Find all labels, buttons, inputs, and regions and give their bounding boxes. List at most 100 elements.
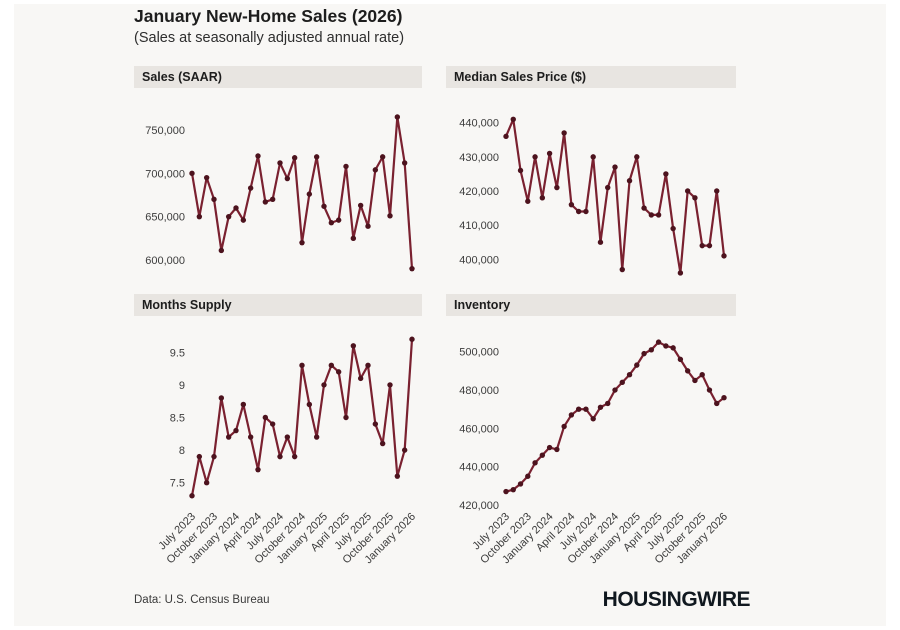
data-point (597, 239, 604, 245)
y-tick-label: 600,000 (145, 255, 185, 267)
data-point (189, 170, 195, 177)
data-point (706, 387, 713, 393)
data-point (233, 427, 239, 434)
data-point (554, 446, 560, 453)
data-point (503, 488, 509, 495)
data-point (233, 205, 239, 211)
data-point (670, 345, 676, 351)
data-point (692, 195, 698, 201)
data-line (504, 118, 726, 275)
data-point (532, 460, 538, 466)
data-point (401, 447, 408, 453)
data-point (225, 213, 232, 220)
y-tick-label: 410,000 (459, 220, 499, 232)
panel-header-inventory: Inventory (446, 294, 736, 316)
data-point (313, 434, 320, 440)
data-point (218, 395, 225, 401)
data-point (409, 265, 415, 272)
data-point (277, 453, 283, 460)
data-point (626, 371, 633, 378)
data-point (590, 154, 596, 160)
data-point (721, 253, 727, 259)
data-point (394, 114, 401, 120)
data-point (648, 347, 655, 353)
data-point (262, 199, 269, 205)
data-point (387, 213, 393, 219)
data-point (357, 202, 364, 209)
data-point (284, 434, 291, 440)
data-point (321, 203, 327, 209)
y-tick-label: 650,000 (145, 212, 185, 224)
data-point (634, 362, 640, 368)
data-point (291, 155, 298, 161)
data-point (255, 153, 261, 159)
data-point (583, 208, 589, 215)
data-point (328, 362, 335, 369)
data-point (284, 175, 291, 182)
data-point (684, 188, 691, 194)
y-tick-label: 420,000 (459, 186, 499, 198)
y-tick-label: 8.5 (170, 413, 185, 425)
data-point (626, 178, 633, 184)
data-point (350, 235, 357, 242)
data-point (706, 242, 713, 249)
data-point (247, 434, 254, 440)
data-point (612, 387, 618, 393)
data-point (401, 160, 408, 166)
data-point (648, 212, 655, 218)
y-tick-label: 440,000 (459, 118, 499, 130)
data-point (328, 220, 335, 226)
data-point (692, 377, 698, 384)
data-point (590, 416, 596, 422)
data-point (350, 343, 357, 349)
data-point (532, 154, 538, 160)
y-tick-label: 9 (179, 380, 185, 392)
data-point (203, 174, 210, 181)
y-tick-label: 460,000 (459, 423, 499, 435)
chart-median-sales-price: 400,000 410,000 420,000 430,000 440,000 (459, 116, 727, 276)
data-point (634, 154, 640, 160)
housingwire-logo: HOUSINGWIRE (602, 588, 751, 611)
data-point (211, 453, 217, 460)
data-point (196, 453, 203, 460)
data-point (343, 414, 349, 421)
data-point (612, 164, 618, 170)
data-point (575, 406, 582, 412)
data-point (291, 453, 298, 460)
data-point (619, 379, 625, 386)
data-point (684, 368, 691, 374)
data-point (517, 481, 524, 487)
data-line (505, 341, 725, 493)
data-point (321, 382, 327, 388)
y-tick-label: 700,000 (145, 168, 185, 180)
data-point (365, 362, 371, 369)
data-point (605, 184, 611, 191)
data-point (510, 486, 516, 493)
data-point (306, 191, 313, 197)
data-point (539, 195, 546, 201)
y-tick-label: 9.5 (170, 347, 185, 359)
data-point (357, 375, 364, 382)
data-point (699, 371, 705, 378)
data-point (677, 270, 684, 276)
data-point (605, 400, 611, 407)
y-tick-label: 7.5 (170, 478, 185, 490)
data-point (203, 480, 210, 486)
data-point (335, 217, 342, 223)
data-point (262, 414, 269, 421)
data-point (539, 452, 546, 458)
data-point (255, 466, 261, 473)
data-point (211, 196, 217, 203)
panel-header-median-price: Median Sales Price ($) (446, 66, 736, 88)
panel-header-sales: Sales (SAAR) (134, 66, 422, 88)
chart-sales-saar: 600,000 650,000 700,000 750,000 (145, 114, 415, 272)
y-tick-label: 400,000 (459, 254, 499, 266)
data-point (561, 423, 567, 430)
y-tick-label: 8 (179, 445, 185, 457)
data-point (269, 196, 276, 203)
data-line (190, 115, 414, 269)
data-point (575, 208, 582, 215)
data-point (306, 401, 313, 408)
data-point (510, 116, 516, 122)
data-point (240, 217, 247, 223)
